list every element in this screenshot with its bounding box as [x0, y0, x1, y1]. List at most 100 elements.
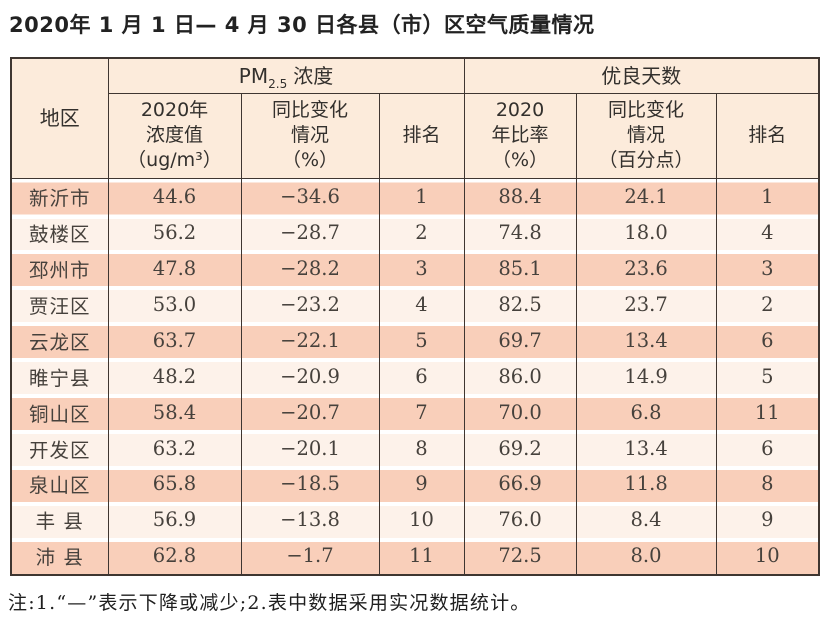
table-row: 泉山区 65.8 −18.5 9 66.9 11.8 8	[10, 465, 820, 502]
cell-region: 开发区	[10, 430, 108, 466]
header-sub-row: 2020年 浓度值 （ug/m³） 同比变化 情况 （%） 排名 2020 年比…	[11, 93, 820, 178]
cell-region: 贾汪区	[10, 286, 108, 323]
table-row: 开发区 63.2 −20.1 8 69.2 13.4 6	[10, 430, 820, 466]
header-region: 地区	[10, 58, 108, 178]
cell-good-change: 6.8	[575, 394, 717, 431]
cell-pm-change: −1.7	[240, 537, 379, 575]
air-quality-table: 地区 PM2.5 浓度 优良天数 2020年 浓度值 （ug/m³） 同比变化 情…	[10, 57, 821, 576]
page-title: 2020年 1 月 1 日— 4 月 30 日各县（市）区空气质量情况	[9, 13, 595, 37]
header-line: 情况	[627, 123, 666, 146]
cell-region: 云龙区	[10, 322, 108, 359]
cell-good-change: 23.6	[575, 250, 717, 287]
cell-pm-value: 63.7	[107, 322, 241, 359]
pm25-base-label: PM	[238, 63, 269, 88]
cell-good-rank: 4	[715, 214, 820, 251]
cell-pm-value: 62.8	[107, 537, 241, 575]
cell-pm-value: 47.8	[107, 250, 241, 287]
cell-pm-change: −20.9	[240, 358, 379, 395]
footnote: 注:1.“—”表示下降或减少;2.表中数据采用实况数据统计。	[8, 592, 531, 614]
cell-region: 沛 县	[10, 537, 108, 575]
cell-good-rank: 2	[715, 286, 820, 323]
cell-good-ratio: 88.4	[463, 177, 577, 215]
cell-pm-value: 65.8	[107, 465, 241, 502]
cell-good-ratio: 86.0	[463, 358, 577, 395]
table-row: 丰 县 56.9 −13.8 10 76.0 8.4 9	[10, 501, 820, 538]
cell-good-change: 13.4	[575, 430, 717, 466]
cell-good-ratio: 69.7	[463, 322, 577, 359]
cell-pm-value: 63.2	[107, 430, 241, 466]
cell-good-change: 24.1	[575, 177, 717, 215]
cell-pm-change: −34.6	[240, 177, 379, 215]
pm25-rest-label: 浓度	[293, 63, 334, 88]
header-group-good-days: 优良天数	[463, 58, 820, 94]
cell-pm-rank: 3	[378, 250, 465, 287]
cell-pm-change: −20.7	[240, 394, 379, 431]
cell-pm-change: −13.8	[240, 501, 379, 538]
cell-good-rank: 6	[715, 322, 820, 359]
cell-pm-rank: 9	[378, 465, 465, 502]
table-row: 新沂市 44.6 −34.6 1 88.4 24.1 1	[10, 177, 820, 215]
header-good-change: 同比变化 情况 （百分点）	[575, 93, 717, 178]
table-row: 铜山区 58.4 −20.7 7 70.0 6.8 11	[10, 394, 820, 431]
cell-good-ratio: 70.0	[463, 394, 577, 431]
cell-good-ratio: 76.0	[463, 501, 577, 538]
cell-good-ratio: 66.9	[463, 465, 577, 502]
cell-pm-change: −18.5	[240, 465, 379, 502]
header-pm-change: 同比变化 情况 （%）	[240, 93, 379, 178]
header-good-ratio: 2020 年比率 （%）	[463, 93, 577, 178]
cell-pm-rank: 2	[378, 214, 465, 251]
header-line: 2020	[495, 98, 545, 121]
table-row: 贾汪区 53.0 −23.2 4 82.5 23.7 2	[10, 286, 820, 323]
cell-pm-change: −28.2	[240, 250, 379, 287]
cell-region: 铜山区	[10, 394, 108, 431]
header-line: 同比变化	[608, 98, 685, 121]
cell-good-ratio: 85.1	[463, 250, 577, 287]
cell-pm-rank: 4	[378, 286, 465, 323]
pm25-subscript: 2.5	[268, 76, 288, 91]
cell-pm-change: −20.1	[240, 430, 379, 466]
cell-region: 泉山区	[10, 465, 108, 502]
cell-good-ratio: 82.5	[463, 286, 577, 323]
header-line: （ug/m³）	[127, 149, 222, 172]
table-header: 地区 PM2.5 浓度 优良天数 2020年 浓度值 （ug/m³） 同比变化 情…	[10, 58, 820, 178]
cell-region: 邳州市	[10, 250, 108, 287]
header-line: （%）	[281, 149, 339, 172]
cell-region: 睢宁县	[10, 358, 108, 395]
cell-pm-value: 58.4	[107, 394, 241, 431]
cell-good-change: 18.0	[575, 214, 717, 251]
table-row: 睢宁县 48.2 −20.9 6 86.0 14.9 5	[10, 358, 820, 395]
table-row: 沛 县 62.8 −1.7 11 72.5 8.0 10	[10, 537, 820, 575]
cell-good-change: 8.0	[575, 537, 717, 575]
cell-pm-rank: 8	[378, 430, 465, 466]
cell-pm-change: −22.1	[240, 322, 379, 359]
table-body: 新沂市 44.6 −34.6 1 88.4 24.1 1 鼓楼区 56.2 −28.7 2 74.8 1…	[10, 177, 820, 575]
cell-good-rank: 11	[715, 394, 820, 431]
header-line: （百分点）	[598, 149, 694, 172]
cell-good-rank: 6	[715, 430, 820, 466]
cell-pm-change: −23.2	[240, 286, 379, 323]
header-pm-value: 2020年 浓度值 （ug/m³）	[107, 93, 241, 178]
cell-good-ratio: 72.5	[463, 537, 577, 575]
cell-pm-rank: 1	[378, 177, 465, 215]
cell-good-rank: 5	[715, 358, 820, 395]
cell-good-change: 14.9	[575, 358, 717, 395]
cell-pm-rank: 7	[378, 394, 465, 431]
cell-pm-rank: 11	[378, 537, 465, 575]
header-line: 2020年	[140, 98, 209, 121]
table-row: 邳州市 47.8 −28.2 3 85.1 23.6 3	[10, 250, 820, 287]
table-row: 云龙区 63.7 −22.1 5 69.7 13.4 6	[10, 322, 820, 359]
header-group-row: 地区 PM2.5 浓度 优良天数	[10, 58, 820, 178]
header-line: 浓度值	[145, 123, 203, 146]
cell-pm-value: 44.6	[107, 177, 241, 215]
header-line: 年比率	[491, 123, 549, 146]
cell-region: 鼓楼区	[10, 214, 108, 251]
header-good-rank: 排名	[715, 93, 820, 178]
cell-pm-change: −28.7	[240, 214, 379, 251]
header-line: 情况	[290, 123, 329, 146]
cell-good-change: 23.7	[575, 286, 717, 323]
cell-pm-value: 48.2	[107, 358, 241, 395]
header-group-pm25: PM2.5 浓度	[107, 58, 465, 94]
cell-good-change: 13.4	[575, 322, 717, 359]
cell-good-rank: 1	[715, 177, 820, 215]
